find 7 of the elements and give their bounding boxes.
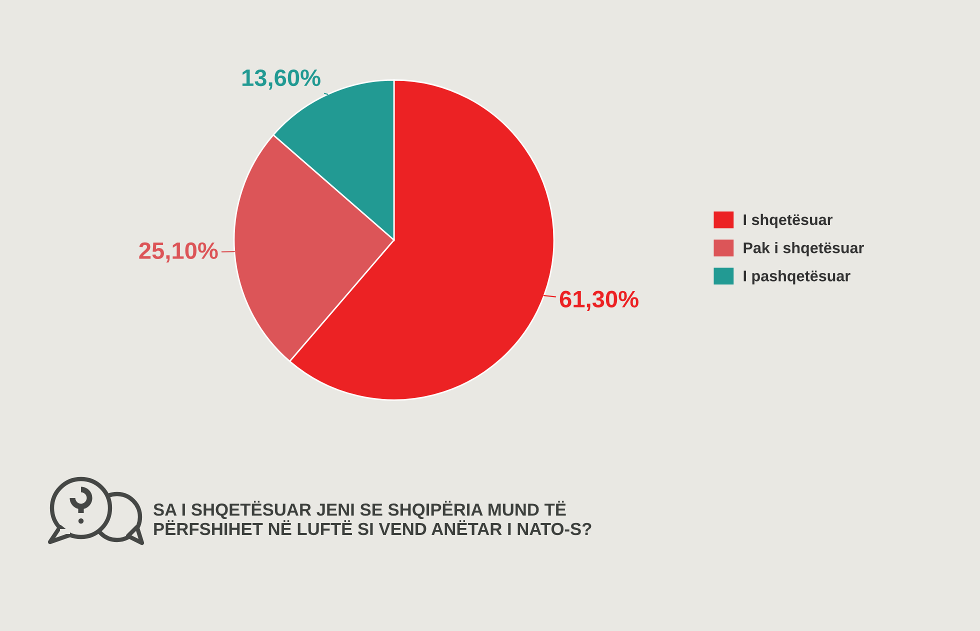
data-label: 61,30%: [560, 290, 638, 311]
legend-label: I pashqetësuar: [744, 270, 850, 284]
legend-label: Pak i shqetësuar: [744, 242, 864, 256]
data-label: 25,10%: [139, 242, 218, 262]
data-label: 13,60%: [242, 69, 320, 90]
legend-label: I shqetësuar: [744, 214, 833, 228]
text: SA I SHQETËSUAR JENI SE SHQIPËRIA MUND TË PËRFSHIHET NË LUFTË SI VEND ANËTAR I NATO-S?: [154, 500, 592, 536]
